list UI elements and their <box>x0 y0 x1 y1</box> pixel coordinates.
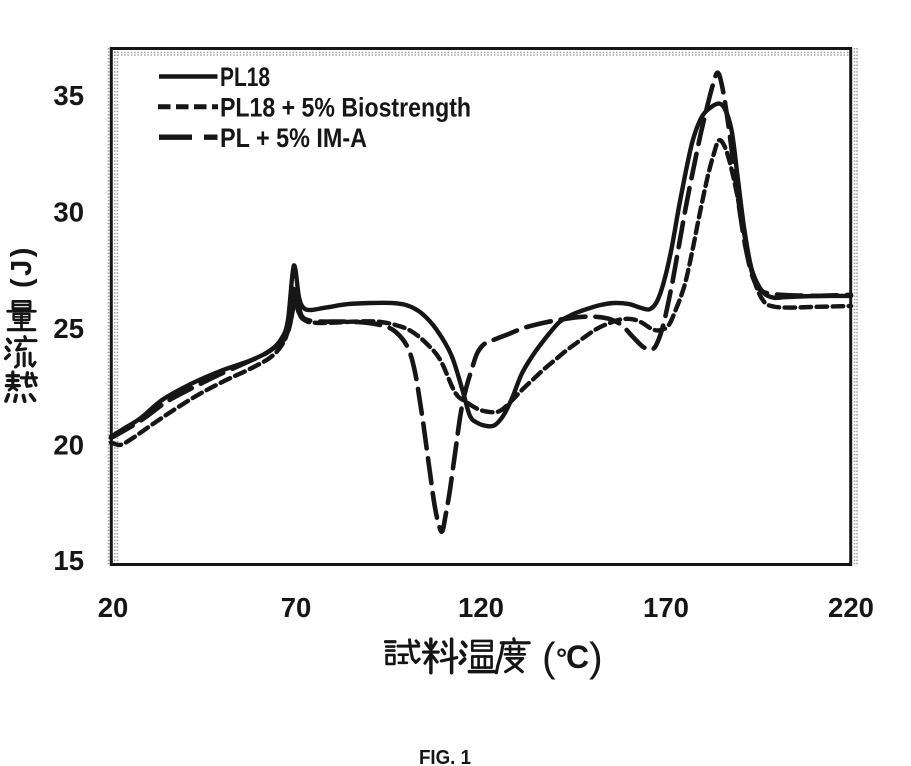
svg-text:PL18 + 5% Biostrength: PL18 + 5% Biostrength <box>220 93 471 123</box>
svg-text:70: 70 <box>281 592 312 623</box>
svg-text:°: ° <box>556 643 567 674</box>
svg-text:30: 30 <box>53 196 84 227</box>
svg-text:25: 25 <box>53 313 84 344</box>
svg-text:15: 15 <box>53 545 84 576</box>
svg-text:35: 35 <box>53 80 84 111</box>
svg-text:(: ( <box>542 634 556 680</box>
svg-text:FIG. 1: FIG. 1 <box>419 747 471 766</box>
svg-text:PL + 5% IM-A: PL + 5% IM-A <box>220 123 367 153</box>
svg-text:PL18: PL18 <box>220 62 270 92</box>
svg-text:): ) <box>589 634 603 680</box>
svg-text:220: 220 <box>828 592 874 623</box>
svg-text:C: C <box>566 639 589 675</box>
svg-text:(J): (J) <box>6 245 38 288</box>
svg-text:20: 20 <box>53 429 84 460</box>
svg-text:170: 170 <box>643 592 689 623</box>
svg-text:120: 120 <box>458 592 504 623</box>
svg-text:20: 20 <box>98 592 129 623</box>
